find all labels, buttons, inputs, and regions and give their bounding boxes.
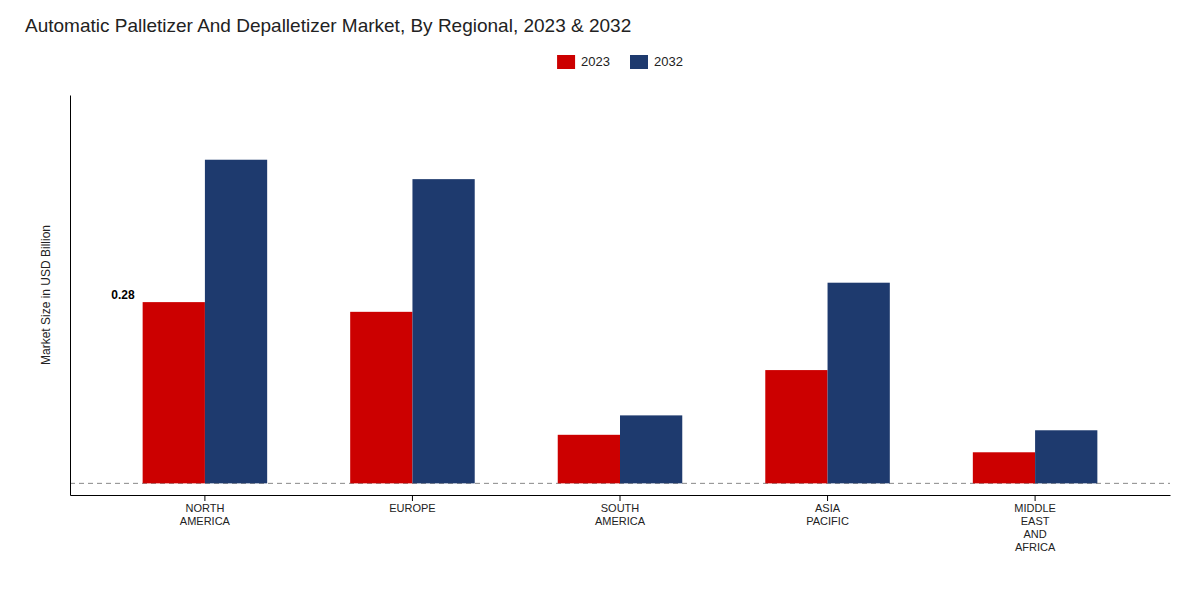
y-axis [70, 96, 71, 496]
legend-label: 2032 [654, 54, 683, 69]
x-tick-mark [204, 495, 205, 501]
bar-series [205, 160, 1097, 484]
x-tick: NORTHAMERICA [180, 495, 231, 527]
legend: 2023 2032 [557, 54, 683, 69]
bar-series [143, 302, 1035, 483]
bar [412, 179, 474, 483]
x-tick: SOUTHAMERICA [595, 495, 646, 527]
legend-swatch [630, 55, 648, 69]
bar [205, 160, 267, 484]
legend-label: 2023 [581, 54, 610, 69]
bar [765, 370, 827, 483]
x-tick-label: ASIAPACIFIC [806, 502, 849, 527]
chart: NORTHAMERICA EUROPE SOUTHAMERICA ASIAPACIFI… [0, 0, 1200, 600]
bar [828, 283, 890, 484]
x-axis: NORTHAMERICA EUROPE SOUTHAMERICA ASIAPACIFI… [71, 495, 1171, 553]
marks [70, 160, 1170, 484]
y-axis-title: Market Size in USD Billion [39, 225, 53, 365]
x-tick-label: NORTHAMERICA [180, 502, 231, 527]
annotations: 0.28 [111, 288, 135, 302]
title: Automatic Palletizer And Depalletizer Ma… [25, 15, 631, 36]
x-tick-mark [827, 495, 828, 501]
x-tick: ASIAPACIFIC [806, 495, 849, 527]
x-tick-mark [1035, 495, 1036, 501]
legend-swatch [557, 55, 575, 69]
x-tick-mark [412, 495, 413, 501]
bar [1035, 430, 1097, 483]
legend-item: 2023 [557, 54, 610, 69]
x-tick: EUROPE [389, 495, 435, 514]
bar [973, 452, 1035, 483]
legend-item: 2032 [630, 54, 683, 69]
x-tick-label: MIDDLEEASTANDAFRICA [1014, 502, 1056, 554]
bar [620, 415, 682, 483]
plot-area: NORTHAMERICA EUROPE SOUTHAMERICA ASIAPACIFI… [70, 96, 1171, 554]
bar [558, 435, 620, 484]
x-tick-label: SOUTHAMERICA [595, 502, 646, 527]
x-tick-label: EUROPE [389, 502, 435, 514]
bar [350, 312, 412, 484]
annotation: 0.28 [111, 288, 135, 302]
x-tick: MIDDLEEASTANDAFRICA [1014, 495, 1056, 553]
x-tick-mark [620, 495, 621, 501]
y-axis-line [70, 96, 71, 496]
bar [143, 302, 205, 483]
